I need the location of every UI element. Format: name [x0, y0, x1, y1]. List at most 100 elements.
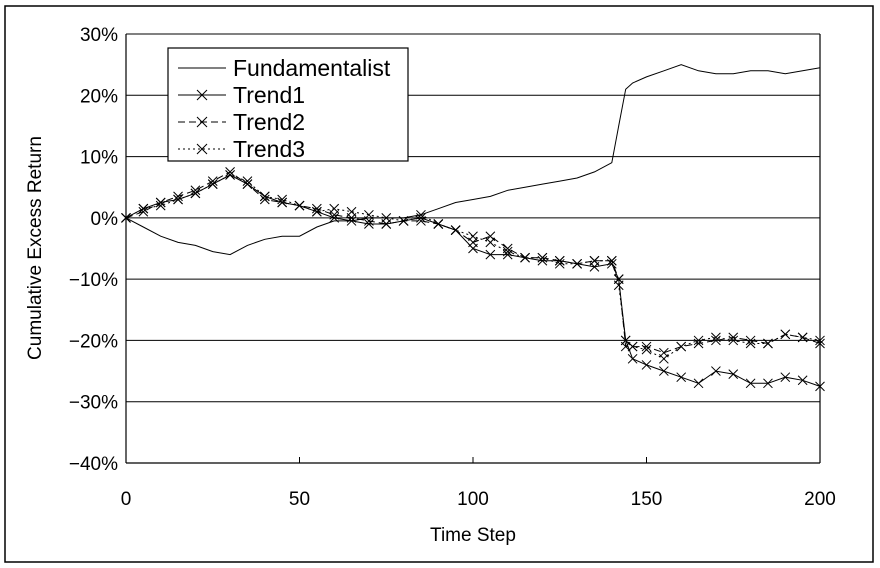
data-point-trend3 [138, 203, 149, 214]
data-point-trend3 [485, 237, 496, 248]
data-point-trend2 [242, 179, 253, 190]
data-point-trend2 [728, 332, 739, 343]
x-tick-label: 50 [289, 489, 310, 510]
series-line-fundamentalist [125, 64, 821, 256]
data-point-trend1 [763, 378, 773, 389]
data-point-trend3 [627, 341, 638, 352]
data-point-trend3 [658, 353, 669, 364]
data-point-trend3 [311, 206, 322, 217]
y-tick-label: 20% [80, 86, 118, 107]
y-tick-label: −20% [69, 331, 118, 352]
data-point-trend2 [693, 338, 704, 349]
legend-marker-trend1 [196, 89, 208, 101]
data-point-trend1 [485, 249, 496, 260]
data-point-trend3 [294, 200, 305, 211]
legend-label-trend2: Trend2 [233, 109, 305, 135]
data-point-trend3 [190, 188, 201, 199]
data-point-trend3 [797, 332, 808, 343]
data-point-trend2 [138, 206, 149, 217]
x-axis-label: Time Step [430, 525, 516, 546]
data-point-trend3 [676, 341, 687, 352]
data-point-trend3 [815, 335, 825, 346]
data-point-trend3 [364, 209, 374, 220]
data-point-trend2 [190, 185, 201, 196]
data-point-trend1 [346, 216, 357, 226]
data-point-trend2 [502, 243, 513, 254]
data-point-trend3 [121, 213, 131, 223]
data-point-trend1 [641, 360, 652, 370]
x-tick-label: 150 [631, 489, 663, 510]
data-point-trend3 [259, 191, 270, 202]
x-tick-label: 0 [121, 489, 132, 510]
data-point-trend3 [329, 203, 340, 214]
data-point-trend2 [259, 194, 270, 205]
data-point-trend2 [554, 255, 565, 266]
data-point-trend2 [641, 341, 652, 352]
data-point-trend1 [693, 378, 704, 389]
data-point-trend3 [572, 258, 582, 269]
legend-marker-trend2 [196, 116, 208, 128]
data-point-trend3 [242, 176, 253, 186]
legend-label-trend3: Trend3 [233, 136, 305, 162]
data-point-trend1 [711, 366, 721, 376]
data-point-trend3 [711, 332, 721, 343]
data-point-trend3 [381, 213, 392, 223]
data-point-trend3 [780, 329, 791, 340]
data-point-trend2 [311, 203, 322, 214]
data-point-trend1 [658, 366, 669, 376]
y-tick-label: −10% [69, 270, 118, 291]
data-point-trend3 [398, 216, 409, 226]
data-point-trend3 [613, 280, 624, 291]
data-point-trend3 [641, 344, 652, 355]
data-point-trend3 [207, 179, 218, 190]
data-point-trend1 [676, 372, 687, 383]
data-point-trend3 [554, 258, 565, 269]
data-point-trend1 [745, 378, 756, 389]
data-point-trend2 [173, 191, 183, 202]
figure-border [4, 5, 874, 563]
series-group [121, 64, 825, 392]
data-point-trend3 [520, 252, 530, 263]
data-point-trend3 [173, 194, 183, 205]
x-tick-label: 200 [804, 489, 836, 510]
data-point-trend3 [225, 170, 235, 180]
y-tick-label: 0% [91, 209, 119, 230]
data-point-trend3 [277, 194, 288, 205]
data-point-trend3 [502, 246, 513, 257]
data-point-trend2 [277, 197, 288, 208]
data-point-trend3 [728, 335, 739, 346]
data-point-trend3 [537, 252, 548, 263]
data-point-trend3 [763, 338, 773, 349]
data-point-trend3 [450, 225, 461, 235]
y-tick-label: 10% [80, 148, 118, 169]
legend-label-fundamentalist: Fundamentalist [233, 55, 391, 81]
data-point-trend1 [797, 375, 808, 386]
data-point-trend3 [468, 231, 478, 242]
data-point-trend1 [627, 353, 638, 364]
data-point-trend3 [433, 219, 444, 229]
data-point-trend2 [155, 197, 166, 208]
x-tick-label: 100 [457, 489, 489, 510]
data-point-trend3 [416, 209, 426, 220]
y-tick-label: 30% [80, 25, 118, 46]
data-point-trend3 [589, 255, 600, 266]
data-point-trend3 [745, 338, 756, 349]
legend-box [167, 47, 409, 162]
data-point-trend1 [780, 372, 791, 383]
data-point-trend3 [620, 335, 631, 346]
data-point-trend2 [207, 176, 218, 186]
y-axis-label: Cumulative Excess Return [25, 136, 46, 360]
tick-labels: 30% 20% 10% 0% −10% −20% −30% −40%0 50 100 150 200 [69, 25, 836, 510]
data-point-trend1 [815, 381, 825, 392]
data-point-trend3 [693, 335, 704, 346]
data-point-trend3 [346, 206, 357, 217]
legend-label-trend1: Trend1 [233, 82, 305, 108]
data-point-trend3 [606, 255, 617, 266]
data-point-trend3 [155, 200, 166, 211]
legend-marker-trend3 [196, 143, 208, 155]
data-point-trend1 [728, 369, 739, 379]
data-point-trend2 [225, 167, 235, 177]
